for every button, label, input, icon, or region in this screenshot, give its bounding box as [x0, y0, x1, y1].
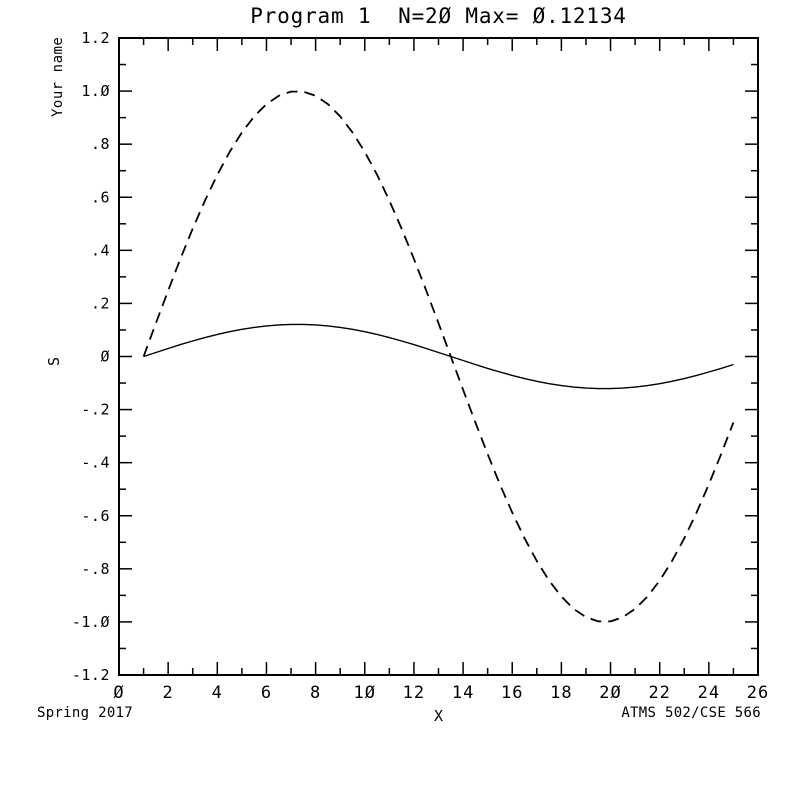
y-tick-label: .8: [91, 135, 110, 153]
x-tick-label: 14: [452, 683, 474, 703]
axes-group: [118, 37, 759, 676]
x-tick-label: 2Ø: [599, 683, 621, 703]
plot-title: Program 1 N=2Ø Max= Ø.12134: [250, 4, 627, 28]
dashed-curve: [142, 90, 735, 623]
author-name-vertical-label: Your name: [50, 36, 66, 117]
y-tick-label: Ø: [100, 348, 110, 366]
y-axis-title: S: [45, 356, 63, 366]
plot-frame: [118, 37, 759, 676]
y-tick-label: -1.Ø: [72, 613, 110, 631]
y-tick-label: .2: [91, 294, 110, 312]
x-tick-label: 26: [747, 683, 769, 703]
x-tick-label: 24: [698, 683, 720, 703]
y-tick-label: -.6: [81, 507, 110, 525]
bottom-left-label: Spring 2017: [37, 705, 134, 721]
x-tick-label: 22: [648, 683, 670, 703]
y-tick-label: -1.2: [72, 666, 110, 684]
x-tick-label: 8: [310, 683, 321, 703]
y-tick-label: .4: [91, 241, 110, 259]
bottom-right-label: ATMS 502/CSE 566: [621, 705, 761, 721]
y-tick-label: -.4: [81, 454, 110, 472]
y-tick-label: -.8: [81, 560, 110, 578]
y-tick-label: 1.2: [81, 29, 110, 47]
x-tick-label: Ø: [113, 683, 124, 703]
y-tick-label: -.2: [81, 401, 110, 419]
y-tick-label: .6: [91, 188, 110, 206]
x-tick-label: 1Ø: [354, 683, 376, 703]
x-tick-label: 16: [501, 683, 523, 703]
x-tick-label: 4: [212, 683, 223, 703]
y-tick-label: 1.Ø: [81, 82, 110, 100]
x-tick-label: 2: [163, 683, 174, 703]
x-tick-label: 18: [550, 683, 572, 703]
x-tick-label: 6: [261, 683, 272, 703]
x-axis-title: X: [433, 707, 444, 725]
tick-labels-group: Ø 2 4 6 8 1Ø 12 14 16 18 2Ø 22 24 26-1.2-1.Ø-.8-.6-.4…: [72, 29, 769, 703]
x-tick-label: 12: [403, 683, 425, 703]
solid-curve: [143, 323, 734, 390]
